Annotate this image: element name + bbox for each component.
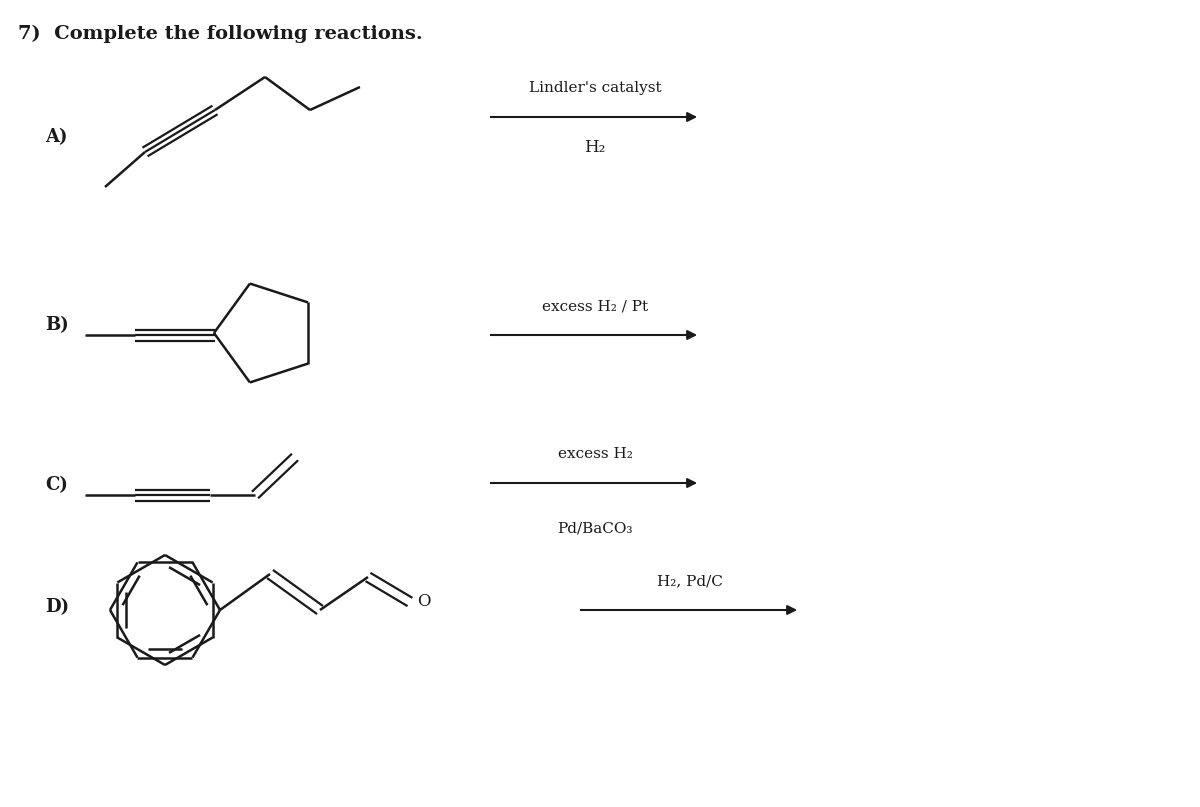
Text: O: O bbox=[418, 593, 431, 611]
Text: Pd/BaCO₃: Pd/BaCO₃ bbox=[557, 521, 632, 535]
Text: Lindler's catalyst: Lindler's catalyst bbox=[529, 81, 661, 95]
Text: A): A) bbox=[46, 128, 67, 146]
Text: excess H₂: excess H₂ bbox=[558, 447, 632, 461]
Text: H₂, Pd/C: H₂, Pd/C bbox=[658, 574, 722, 588]
Text: D): D) bbox=[46, 598, 70, 616]
Circle shape bbox=[95, 540, 235, 680]
Text: excess H₂ / Pt: excess H₂ / Pt bbox=[542, 299, 648, 313]
Text: B): B) bbox=[46, 316, 68, 334]
Text: C): C) bbox=[46, 476, 68, 494]
Text: 7)  Complete the following reactions.: 7) Complete the following reactions. bbox=[18, 25, 422, 44]
Text: H₂: H₂ bbox=[584, 139, 606, 156]
